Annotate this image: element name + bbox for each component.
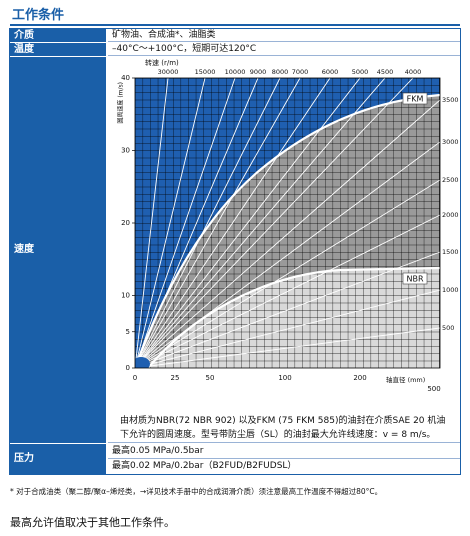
rpm-line [135,179,440,368]
title: 工作条件 [12,8,65,23]
title-rule [10,24,460,26]
closing-text: 最高允许值取决于其他工作条件。 [10,516,175,529]
rpm-line [135,78,386,368]
y-tick-label: 30 [121,147,130,155]
rpm-top-label: 15000 [195,68,216,76]
rpm-top-label: 4000 [405,68,422,76]
speed-chart: FKM NBR 转速 (r/m) 圆周速度 (m/s) 轴直径 (mm) 0 5 1… [117,58,459,393]
rpm-top-label: 8000 [272,68,289,76]
x-axis-title: 轴直径 (mm) [386,375,425,384]
rpm-line [135,289,440,368]
y-tick-label: 10 [121,292,130,300]
rpm-right-label: 2500 [442,176,459,184]
row-value: 最高0.02 MPa/0.2bar（B2FUD/B2FUDSL） [112,461,297,471]
origin-blob [135,357,150,368]
rpm-top-label: 9000 [250,68,267,76]
rpm-line [135,78,331,368]
row-value [108,57,460,443]
x-tick-label: 25 [171,374,180,382]
rpm-right-label: 1500 [442,248,459,256]
rpm-top-label: 30000 [158,68,179,76]
rpm-top-label: 10000 [225,68,246,76]
curve-label: FKM [407,95,424,104]
curve-label-box [402,272,428,285]
rpm-line [135,251,440,368]
x-tick-label: 0 [133,374,137,382]
top-axis-title: 转速 (r/m) [145,58,179,67]
plot-area [135,78,440,368]
row-value: –40°C～+100°C，短期可达120°C [108,43,460,56]
rpm-top-label: 6000 [322,68,339,76]
table-frame [9,28,461,475]
y-tick-label: 0 [126,364,130,372]
rpm-line [135,78,281,368]
rpm-right-label: 500 [442,324,454,332]
rpm-right-label: 2000 [442,211,459,219]
rpm-line [135,78,169,368]
rpm-right-label: 3500 [442,96,459,104]
rpm-right-label: 3000 [442,138,459,146]
fkm-curve [135,93,440,368]
rpm-top-label: 7000 [292,68,309,76]
grid [135,78,440,368]
rpm-line [135,78,414,368]
y-tick-label: 40 [121,74,130,82]
x-tick-label: 100 [278,374,291,382]
curve-label: NBR [406,275,423,284]
row-value: 最高0.05 MPa/0.5bar [108,444,460,459]
rpm-right-label: 1000 [442,286,459,294]
y-tick-label: 5 [126,328,130,336]
y-tick-label: 20 [121,219,130,227]
row-label: 速度 [10,57,106,443]
rpm-line [135,78,301,368]
rpm-top-label: 4500 [377,68,394,76]
x-tick-label: 50 [206,374,215,382]
row-label: 温度 [10,43,106,56]
nbr-curve [147,266,440,368]
row-label: 介质 [10,29,106,42]
footnote: * 对于合成油类（聚二醇/聚α–烯烃类，→详见技术手册中的合成润滑介质）须注意最… [10,487,383,496]
rpm-top-label: 5000 [352,68,369,76]
curve-label-box [402,92,428,105]
row-label: 压力 [10,444,106,474]
rpm-line [135,78,361,368]
row-value: 矿物油、合成油*、油脂类 [108,29,460,42]
rpm-line [135,78,206,368]
rpm-line [135,327,440,368]
x-tick-label: 500 [427,385,440,393]
rpm-line [135,214,440,368]
rpm-line [135,99,440,368]
chart-note: 由材质为NBR(72 NBR 902) 以及FKM (75 FKM 585)的油… [120,416,446,440]
x-tick-label: 200 [353,374,366,382]
rpm-line [135,78,236,368]
y-axis-title: 圆周速度 (m/s) [117,82,125,124]
